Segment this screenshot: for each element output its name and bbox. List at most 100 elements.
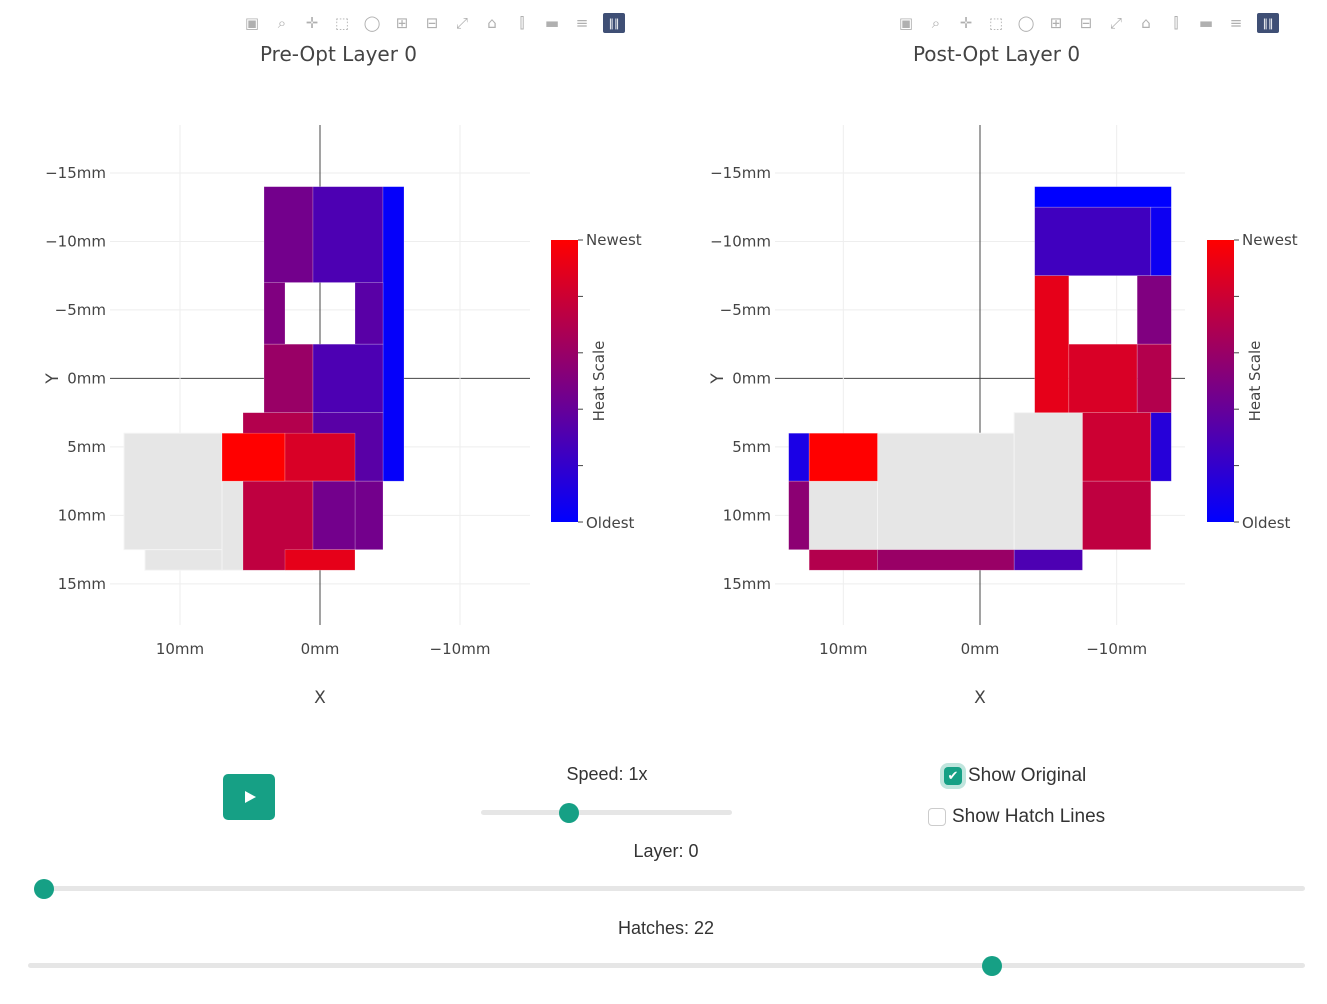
y-tick-label: −15mm: [710, 164, 771, 182]
lasso-icon[interactable]: ◯: [363, 14, 381, 32]
lasso-icon[interactable]: ◯: [1017, 14, 1035, 32]
show-original-label: Show Original: [968, 765, 1087, 786]
speed-label: Speed: 1x: [566, 764, 648, 784]
heat-cell[interactable]: [312, 343, 384, 413]
heat-cell[interactable]: [1034, 275, 1070, 413]
box-select-icon[interactable]: ⬚: [988, 14, 1004, 32]
hover-closest-icon[interactable]: ▬: [1198, 14, 1214, 32]
colorbar-newest-label: Newest: [586, 231, 642, 249]
heat-cell[interactable]: [312, 480, 356, 550]
post-opt-chart[interactable]: ▣ ⌕ ✛ ⬚ ◯ ⊞ ⊟ ⤢ ⌂ ⫿ ▬ ≡ ∥∥ Post-Opt Layer 0 −15mm −10…: [665, 0, 1327, 720]
show-hatch-lines-checkbox[interactable]: Show Hatch Lines: [928, 806, 1105, 828]
heat-cell[interactable]: [788, 480, 810, 550]
heat-cell[interactable]: [263, 282, 286, 345]
heat-cell[interactable]: [263, 186, 314, 283]
y-tick-label: 15mm: [58, 575, 106, 593]
y-tick-label: 5mm: [732, 438, 771, 456]
y-axis-label: Y: [708, 373, 728, 385]
x-axis-label: X: [974, 688, 986, 708]
heat-cell[interactable]: [1150, 206, 1172, 276]
colorbar: [551, 240, 578, 522]
heat-cell[interactable]: [788, 432, 810, 482]
heat-cell[interactable]: [808, 432, 878, 482]
heat-cell[interactable]: [1136, 343, 1172, 413]
pre-opt-heatmap[interactable]: −15mm −10mm −5mm 0mm 5mm 10mm 15mm 10mm 0mm −10mm…: [0, 0, 665, 720]
colorbar-oldest-label: Oldest: [586, 514, 635, 532]
colorbar-title: Heat Scale: [590, 341, 608, 422]
y-tick-label: 15mm: [723, 575, 771, 593]
spike-lines-icon[interactable]: ⫿: [519, 14, 525, 32]
heat-cell[interactable]: [354, 480, 384, 550]
camera-icon[interactable]: ▣: [244, 14, 260, 32]
reset-axes-icon[interactable]: ⌂: [487, 14, 497, 32]
y-tick-label: −15mm: [45, 164, 106, 182]
heat-cell[interactable]: [1034, 186, 1172, 208]
heat-cell[interactable]: [382, 186, 405, 482]
hover-compare-icon[interactable]: ≡: [1229, 14, 1243, 32]
y-tick-label: −10mm: [710, 232, 771, 250]
unvisited-cell: [123, 432, 223, 551]
hover-closest-icon[interactable]: ▬: [544, 14, 560, 32]
pan-icon[interactable]: ✛: [305, 14, 319, 32]
camera-icon[interactable]: ▣: [898, 14, 914, 32]
hatches-slider-track[interactable]: [28, 963, 1305, 968]
show-hatch-lines-label: Show Hatch Lines: [952, 806, 1106, 827]
zoom-in-icon[interactable]: ⊞: [1049, 14, 1063, 32]
unvisited-cell: [144, 549, 223, 571]
play-button[interactable]: [223, 774, 275, 820]
y-tick-label: 10mm: [58, 506, 106, 524]
heat-cell[interactable]: [312, 186, 384, 283]
unvisited-cell: [808, 480, 879, 551]
zoom-out-icon[interactable]: ⊟: [425, 14, 439, 32]
post-opt-heatmap[interactable]: −15mm −10mm −5mm 0mm 5mm 10mm 15mm 10mm 0mm −10mm…: [665, 0, 1327, 720]
zoom-in-icon[interactable]: ⊞: [395, 14, 409, 32]
x-tick-label: 10mm: [819, 640, 867, 658]
hatches-slider-thumb[interactable]: [982, 956, 1003, 976]
heat-cell[interactable]: [1068, 343, 1138, 413]
heat-cell[interactable]: [284, 549, 356, 571]
layer-slider-thumb[interactable]: [34, 879, 54, 899]
heat-cell[interactable]: [1013, 549, 1083, 571]
checkmark-icon: ✔: [944, 767, 962, 785]
x-tick-label: 0mm: [301, 640, 340, 658]
speed-slider-track[interactable]: [481, 810, 732, 815]
hover-compare-icon[interactable]: ≡: [575, 14, 589, 32]
y-tick-label: −10mm: [45, 232, 106, 250]
colorbar: [1207, 240, 1234, 522]
zoom-icon[interactable]: ⌕: [931, 14, 941, 32]
zoom-icon[interactable]: ⌕: [277, 14, 287, 32]
heat-cell[interactable]: [221, 432, 286, 482]
spike-lines-icon[interactable]: ⫿: [1173, 14, 1179, 32]
plotly-logo-icon[interactable]: ∥∥: [603, 13, 625, 33]
colorbar-oldest-label: Oldest: [1242, 514, 1291, 532]
box-select-icon[interactable]: ⬚: [334, 14, 350, 32]
heat-cell[interactable]: [263, 343, 314, 413]
show-original-checkbox[interactable]: ✔ Show Original: [944, 765, 1086, 787]
heat-cell[interactable]: [808, 549, 878, 571]
y-tick-label: −5mm: [720, 301, 771, 319]
layer-label: Layer: 0: [633, 841, 699, 861]
heat-cell[interactable]: [1082, 412, 1152, 482]
chart-title: Post-Opt Layer 0: [912, 42, 1081, 66]
layer-slider-track[interactable]: [34, 886, 1305, 891]
autoscale-icon[interactable]: ⤢: [455, 14, 468, 32]
heat-cell[interactable]: [877, 549, 1015, 571]
heat-cell[interactable]: [1034, 206, 1152, 276]
y-tick-label: −5mm: [55, 301, 106, 319]
pan-icon[interactable]: ✛: [959, 14, 973, 32]
heat-cell[interactable]: [1136, 275, 1172, 345]
pre-opt-chart[interactable]: ▣ ⌕ ✛ ⬚ ◯ ⊞ ⊟ ⤢ ⌂ ⫿ ▬ ≡ ∥∥ Pre-Opt Layer 0 −15mm −10m…: [0, 0, 665, 720]
y-tick-label: 0mm: [732, 369, 771, 387]
speed-slider-thumb[interactable]: [558, 803, 579, 823]
reset-axes-icon[interactable]: ⌂: [1141, 14, 1151, 32]
heat-cell[interactable]: [354, 282, 384, 345]
autoscale-icon[interactable]: ⤢: [1109, 14, 1122, 32]
heat-cell[interactable]: [1150, 412, 1172, 482]
x-tick-label: 10mm: [156, 640, 204, 658]
heat-cell[interactable]: [1082, 480, 1152, 550]
plotly-logo-icon[interactable]: ∥∥: [1257, 13, 1279, 33]
y-tick-label: 0mm: [67, 369, 106, 387]
heat-cell[interactable]: [284, 432, 356, 482]
zoom-out-icon[interactable]: ⊟: [1079, 14, 1093, 32]
x-tick-label: 0mm: [961, 640, 1000, 658]
